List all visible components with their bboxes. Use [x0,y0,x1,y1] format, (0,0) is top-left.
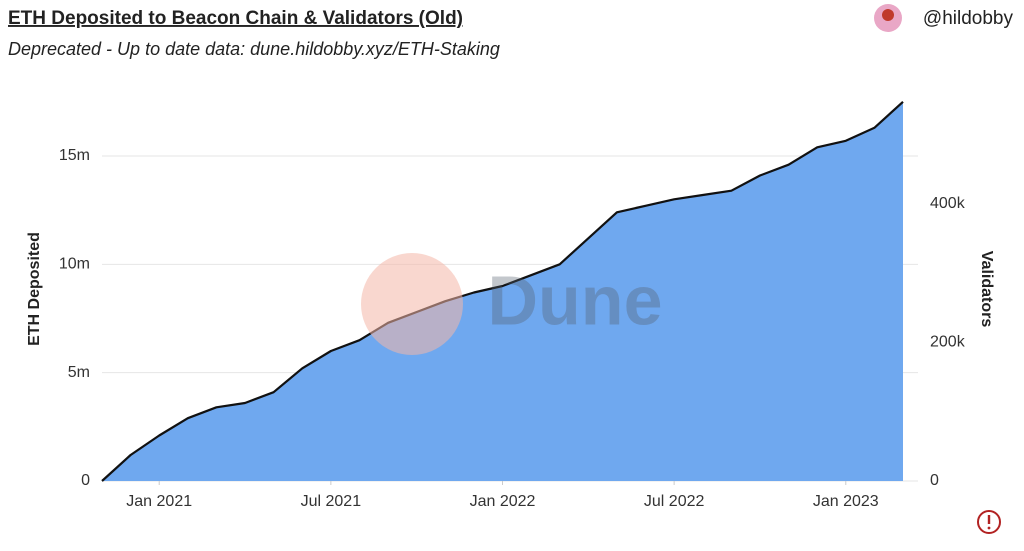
y-tick-label: 5m [68,364,90,381]
y2-tick-label: 0 [930,472,939,489]
avatar-detail [882,9,894,21]
y-tick-label: 15m [59,147,90,164]
y2-tick-label: 400k [930,195,966,212]
plot-area: 0 5m 10m 15m 0 200k 400k Jan 2021 Jul 2021 Jan 20… [59,100,966,510]
x-tick-label: Jan 2022 [470,493,536,510]
y2-tick-label: 200k [930,334,966,351]
x-tick-label: Jan 2023 [813,493,879,510]
area-fill [102,101,903,482]
x-tick-label: Jan 2021 [126,493,192,510]
area-line [101,100,904,482]
x-tick-label: Jul 2022 [644,493,705,510]
chart-title: ETH Deposited to Beacon Chain & Validato… [8,8,463,29]
alert-icon[interactable] [977,510,1001,534]
alert-ring [977,510,1001,534]
author[interactable]: @hildobby [923,8,1014,29]
y-tick-label: 0 [81,472,90,489]
watermark-logo [361,253,463,355]
y2-axis-label: Validators [978,251,995,328]
chart-subtitle: Deprecated - Up to date data: dune.hildo… [8,39,500,59]
y-axis-label: ETH Deposited [26,232,43,346]
x-tick-label: Jul 2021 [301,493,362,510]
y-tick-label: 10m [59,256,90,273]
alert-dot [987,526,991,530]
watermark: Dune [488,261,663,339]
